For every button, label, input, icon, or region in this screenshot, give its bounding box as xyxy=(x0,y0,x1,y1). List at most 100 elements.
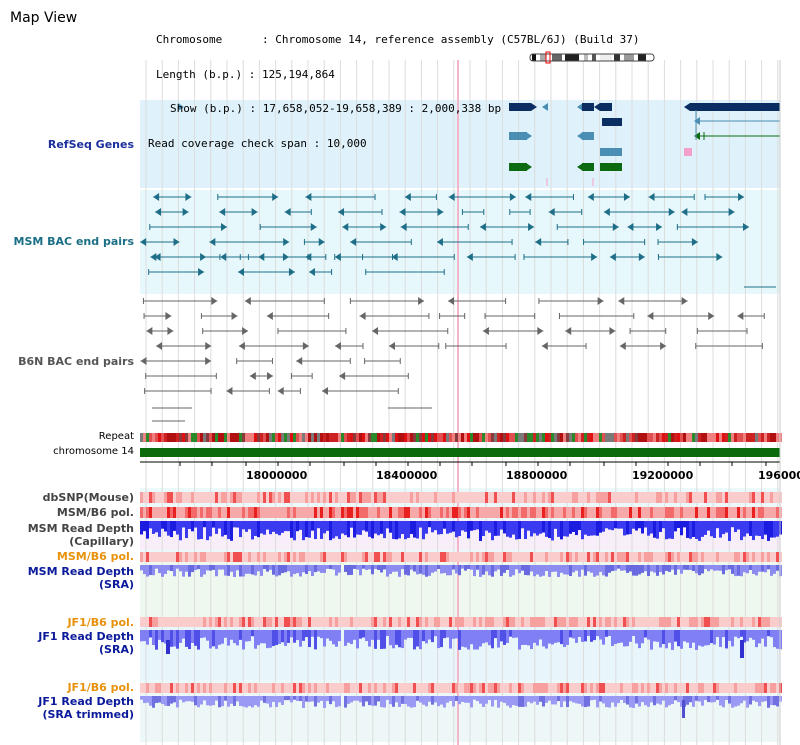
polymorphism-cell xyxy=(161,552,164,562)
depth-bar xyxy=(251,565,254,575)
depth-bar xyxy=(764,696,767,702)
repeat-segment xyxy=(161,433,164,442)
repeat-segment xyxy=(671,433,674,442)
depth-bar xyxy=(158,521,161,537)
depth-bar xyxy=(434,696,437,703)
depth-bar xyxy=(455,565,458,574)
depth-bar xyxy=(347,630,350,643)
depth-bar xyxy=(734,630,737,637)
polymorphism-cell xyxy=(662,552,665,562)
polymorphism-cell xyxy=(254,492,257,503)
polymorphism-cell xyxy=(617,617,620,627)
depth-bar xyxy=(296,630,299,641)
polymorphism-cell xyxy=(329,492,332,503)
depth-bar xyxy=(608,565,611,573)
depth-bar xyxy=(764,630,767,647)
polymorphism-cell xyxy=(167,683,170,693)
polymorphism-cell xyxy=(233,507,236,518)
polymorphism-cell xyxy=(599,492,602,503)
polymorphism-cell xyxy=(443,492,446,503)
depth-bar xyxy=(434,521,437,531)
depth-bar xyxy=(560,521,563,540)
repeat-segment xyxy=(317,433,320,442)
msm-bac-pair xyxy=(153,193,160,201)
repeat-segment xyxy=(356,433,359,442)
depth-bar xyxy=(287,696,290,701)
polymorphism-cell xyxy=(449,492,452,503)
polymorphism-cell xyxy=(224,507,227,518)
depth-bar xyxy=(443,630,446,639)
depth-bar xyxy=(224,521,227,535)
depth-bar xyxy=(704,565,707,570)
depth-bar xyxy=(518,565,521,574)
polymorphism-cell xyxy=(356,507,359,518)
depth-bar xyxy=(419,565,422,574)
msm-bac-pair xyxy=(219,208,226,216)
polymorphism-cell xyxy=(407,683,410,693)
polymorphism-cell xyxy=(146,492,149,503)
polymorphism-cell xyxy=(602,492,605,503)
depth-bar xyxy=(521,696,524,707)
polymorphism-cell xyxy=(281,492,284,503)
polymorphism-cell xyxy=(302,617,305,627)
depth-bar xyxy=(578,565,581,577)
depth-bar xyxy=(353,630,356,640)
depth-bar xyxy=(650,565,653,572)
depth-bar xyxy=(488,630,491,646)
polymorphism-cell xyxy=(356,617,359,627)
depth-bar xyxy=(179,521,182,541)
polymorphism-cell xyxy=(185,617,188,627)
depth-bar xyxy=(371,696,374,706)
depth-bar xyxy=(419,630,422,650)
depth-bar xyxy=(473,521,476,531)
depth-bar xyxy=(416,696,419,701)
polymorphism-cell xyxy=(263,552,266,562)
depth-bar xyxy=(548,565,551,577)
polymorphism-cell xyxy=(203,492,206,503)
polymorphism-cell xyxy=(173,507,176,518)
polymorphism-cell xyxy=(161,683,164,693)
polymorphism-cell xyxy=(197,683,200,693)
depth-bar xyxy=(539,565,542,577)
polymorphism-cell xyxy=(773,492,776,503)
repeat-segment xyxy=(608,433,611,442)
polymorphism-cell xyxy=(479,683,482,693)
depth-bar xyxy=(308,630,311,648)
repeat-segment xyxy=(239,433,242,442)
polymorphism-cell xyxy=(275,507,278,518)
depth-bar xyxy=(500,521,503,530)
depth-bar xyxy=(245,696,248,708)
depth-bar xyxy=(611,565,614,572)
polymorphism-cell xyxy=(491,507,494,518)
depth-bar xyxy=(257,565,260,572)
polymorphism-cell xyxy=(668,683,671,693)
polymorphism-cell xyxy=(638,492,641,503)
polymorphism-cell xyxy=(188,552,191,562)
depth-bar xyxy=(251,696,254,708)
depth-bar xyxy=(377,565,380,570)
polymorphism-cell xyxy=(428,552,431,562)
depth-bar xyxy=(263,696,266,703)
polymorphism-cell xyxy=(446,507,449,518)
depth-bar xyxy=(746,630,749,642)
polymorphism-cell xyxy=(611,492,614,503)
polymorphism-cell xyxy=(683,552,686,562)
gene-block xyxy=(509,103,531,111)
depth-bar xyxy=(311,696,314,702)
polymorphism-cell xyxy=(656,683,659,693)
depth-bar xyxy=(749,696,752,705)
polymorphism-cell xyxy=(317,552,320,562)
depth-bar xyxy=(383,630,386,649)
b6n-bac-pair xyxy=(482,327,489,335)
show-key: Show (b.p.) xyxy=(170,102,243,115)
polymorphism-cell xyxy=(446,552,449,562)
polymorphism-cell xyxy=(374,552,377,562)
depth-bar xyxy=(752,696,755,701)
polymorphism-cell xyxy=(239,552,242,562)
depth-bar xyxy=(587,696,590,707)
polymorphism-cell xyxy=(737,617,740,627)
ideogram-band xyxy=(552,54,562,61)
depth-bar xyxy=(476,521,479,530)
msm-bac-pair xyxy=(310,223,317,231)
